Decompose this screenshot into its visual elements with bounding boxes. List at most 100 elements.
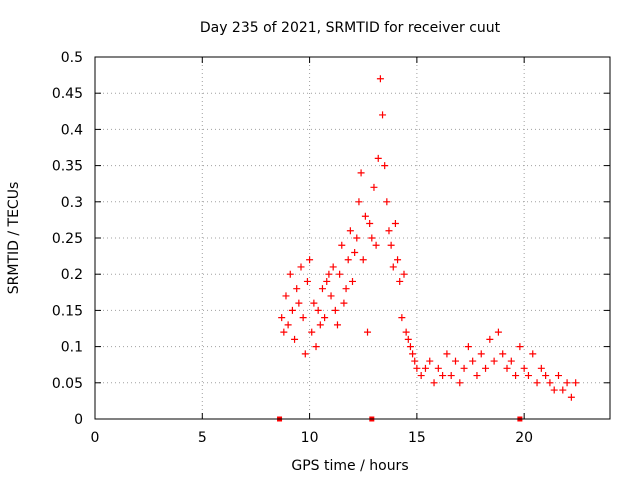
data-point [342, 285, 350, 293]
data-point [308, 328, 316, 336]
data-point [387, 241, 395, 249]
data-point [404, 335, 412, 343]
data-point [333, 321, 341, 329]
data-point [529, 350, 537, 358]
y-tick-label: 0.05 [52, 376, 83, 392]
data-point [400, 270, 408, 278]
grid-lines [95, 57, 610, 419]
data-point [376, 75, 384, 83]
data-point [439, 372, 447, 380]
data-point [524, 372, 532, 380]
x-axis-label: GPS time / hours [291, 458, 408, 474]
y-tick-label: 0.35 [52, 159, 83, 175]
data-point [421, 364, 429, 372]
data-point [533, 379, 541, 387]
data-point [280, 328, 288, 336]
data-point [464, 343, 472, 351]
data-point [434, 364, 442, 372]
data-point [567, 393, 575, 401]
x-tick-label: 20 [515, 430, 533, 446]
data-point [486, 335, 494, 343]
data-point [507, 357, 515, 365]
data-point [318, 285, 326, 293]
data-point [312, 343, 320, 351]
data-point [537, 364, 545, 372]
y-tick-label: 0.3 [61, 195, 83, 211]
data-point [316, 321, 324, 329]
chart-title: Day 235 of 2021, SRMTID for receiver cuu… [200, 20, 501, 36]
data-point [512, 372, 520, 380]
x-tick-label: 0 [91, 430, 100, 446]
data-point [482, 364, 490, 372]
y-axis-ticks: 0 0.05 0.1 0.15 0.2 0.25 0.3 0.35 0.4 0.45 0.5 [52, 50, 610, 428]
y-tick-label: 0.2 [61, 267, 83, 283]
data-point [321, 314, 329, 322]
y-tick-label: 0 [74, 412, 83, 428]
y-tick-label: 0.5 [61, 50, 83, 66]
data-point [563, 379, 571, 387]
data-point [336, 270, 344, 278]
data-point [389, 263, 397, 271]
data-point [477, 350, 485, 358]
data-point [293, 285, 301, 293]
data-point [297, 263, 305, 271]
data-point [391, 220, 399, 228]
data-point [351, 248, 359, 256]
data-point [381, 162, 389, 170]
data-point [426, 357, 434, 365]
data-point [284, 321, 292, 329]
data-point [406, 343, 414, 351]
data-point [331, 306, 339, 314]
data-point [443, 350, 451, 358]
data-point [323, 277, 331, 285]
data-point [447, 372, 455, 380]
data-point [338, 241, 346, 249]
data-point [456, 379, 464, 387]
data-point [295, 299, 303, 307]
data-point [460, 364, 468, 372]
data-point [349, 277, 356, 285]
data-point [340, 299, 348, 307]
data-point [452, 357, 459, 365]
data-point [288, 306, 296, 314]
data-point [286, 270, 294, 278]
data-point [559, 386, 567, 394]
data-point [306, 256, 314, 264]
data-point [542, 372, 550, 380]
data-point [394, 256, 402, 264]
data-point [572, 379, 580, 387]
x-tick-label: 5 [198, 430, 207, 446]
x-axis-ticks: 0 5 10 15 20 [91, 57, 533, 446]
data-point [329, 263, 337, 271]
data-point [516, 343, 524, 351]
data-point [396, 277, 404, 285]
data-point [383, 198, 391, 206]
data-point [409, 350, 417, 358]
x-tick-label: 15 [408, 430, 426, 446]
data-point [546, 379, 554, 387]
data-point [374, 154, 382, 162]
data-point [385, 227, 393, 235]
data-point [303, 277, 311, 285]
x-tick-label: 10 [301, 430, 319, 446]
y-axis-label: SRMTID / TECUs [6, 182, 22, 295]
data-point [417, 372, 425, 380]
y-tick-label: 0.15 [52, 303, 83, 319]
data-point [364, 328, 372, 336]
data-point [327, 292, 335, 300]
data-point [353, 234, 361, 242]
data-point [469, 357, 477, 365]
data-point [310, 299, 318, 307]
data-point [372, 241, 380, 249]
data-point [299, 314, 307, 322]
data-point [413, 364, 421, 372]
data-point [344, 256, 352, 264]
data-point [494, 328, 502, 336]
data-point [379, 111, 387, 119]
y-tick-label: 0.25 [52, 231, 83, 247]
data-point [282, 292, 290, 300]
y-tick-label: 0.1 [61, 340, 83, 356]
data-point [361, 212, 369, 220]
data-point [473, 372, 481, 380]
